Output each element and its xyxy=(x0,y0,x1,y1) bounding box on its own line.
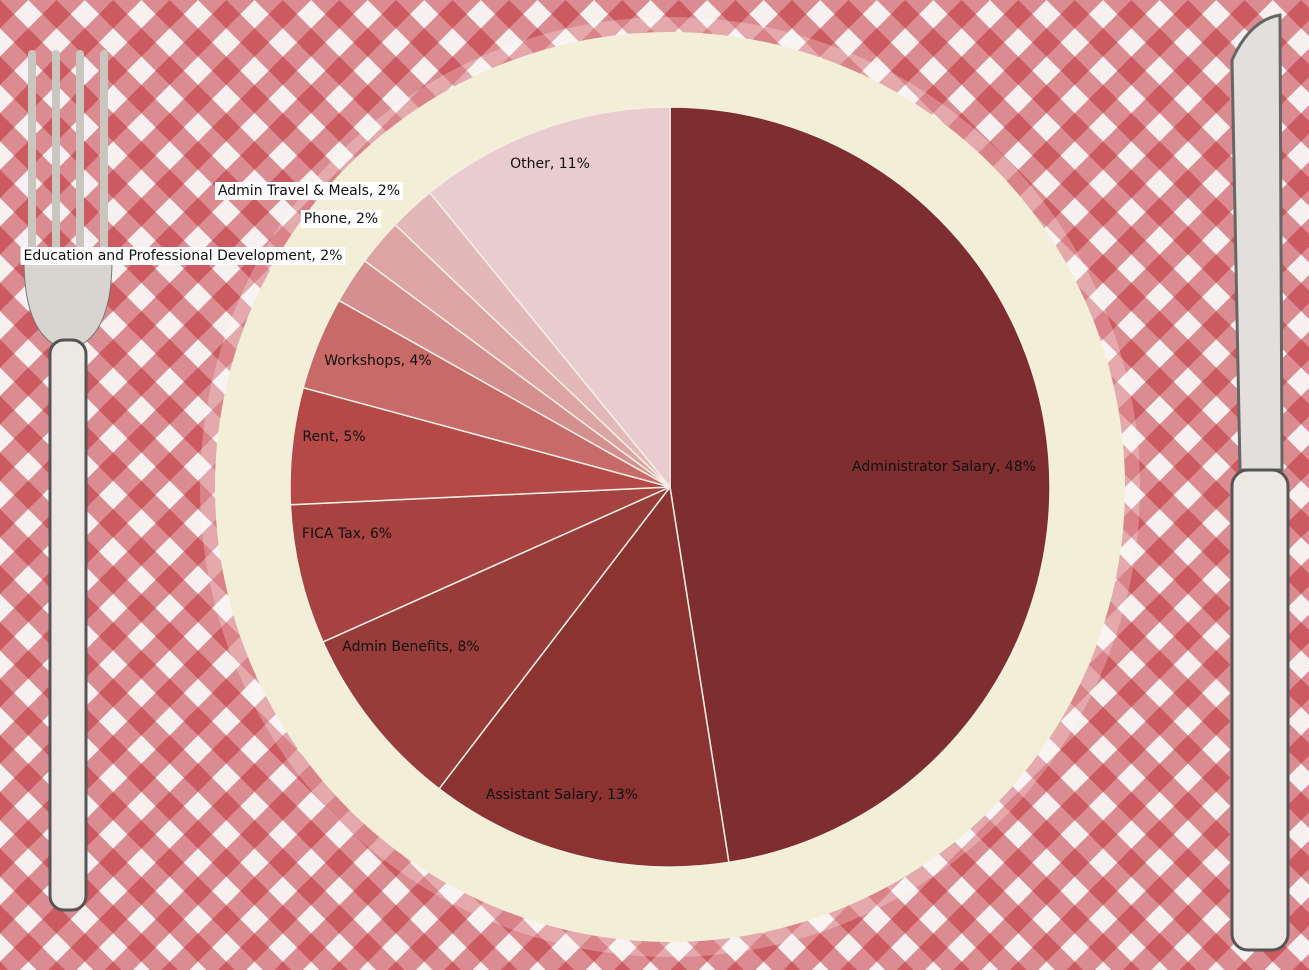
data-label: Assistant Salary, 13% xyxy=(486,787,638,803)
data-label: Administrator Salary, 48% xyxy=(852,459,1036,475)
data-label: FICA Tax, 6% xyxy=(302,526,392,542)
data-label: Admin Benefits, 8% xyxy=(342,639,479,655)
knife xyxy=(1232,15,1288,950)
data-label: Phone, 2% xyxy=(304,211,378,227)
data-label: Rent, 5% xyxy=(302,429,365,445)
data-label: Other, 11% xyxy=(510,156,590,172)
data-label: Education and Professional Development, … xyxy=(24,248,343,264)
data-label: Workshops, 4% xyxy=(324,353,431,369)
data-label: Admin Travel & Meals, 2% xyxy=(218,183,400,199)
chart: Administrator Salary, 48% Assistant Salar… xyxy=(0,0,1309,970)
